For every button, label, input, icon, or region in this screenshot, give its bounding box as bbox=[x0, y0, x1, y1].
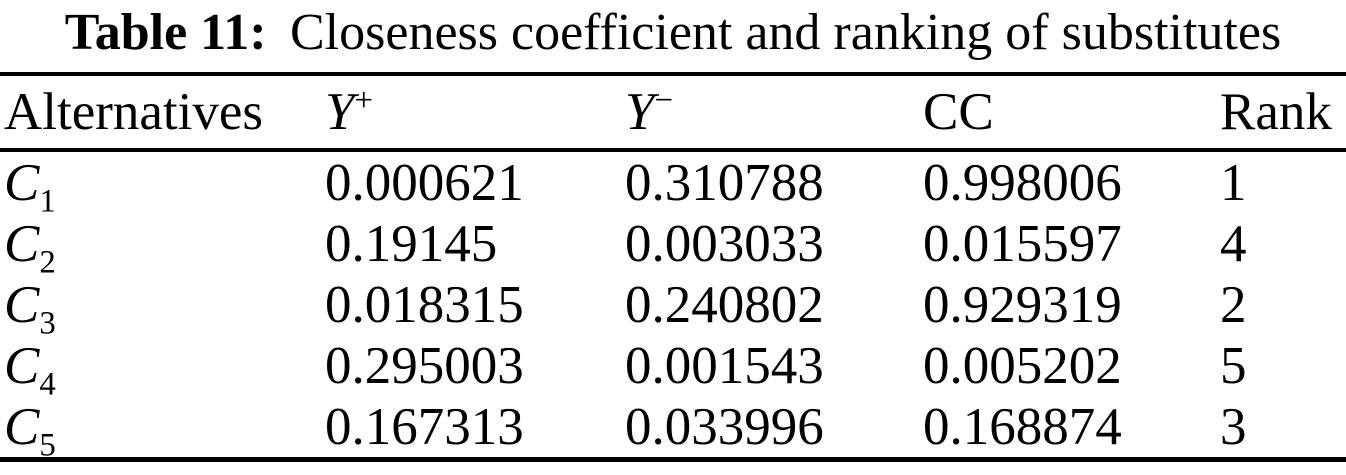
y-minus-symbol: Y bbox=[625, 83, 655, 141]
cell-alternative: C5 bbox=[0, 396, 325, 460]
table-row: C3 0.018315 0.240802 0.929319 2 bbox=[0, 274, 1346, 336]
cell-y-plus: 0.167313 bbox=[325, 397, 524, 456]
table-body: C1 0.000621 0.310788 0.998006 1 C2 0.191… bbox=[0, 150, 1346, 460]
cell-alternative: C1 bbox=[0, 150, 325, 214]
cell-alternative: C4 bbox=[0, 335, 325, 397]
cell-y-minus: 0.003033 bbox=[625, 214, 824, 273]
alternative-symbol: C bbox=[4, 397, 40, 456]
col-header-rank: Rank bbox=[1220, 74, 1346, 150]
y-plus-superscript: + bbox=[354, 82, 374, 119]
table-caption-label: Table 11: bbox=[64, 4, 267, 61]
col-header-y-plus: Y+ bbox=[325, 74, 625, 150]
cell-alternative: C3 bbox=[0, 274, 325, 336]
cell-cc: 0.998006 bbox=[923, 153, 1122, 212]
cell-y-minus: 0.033996 bbox=[625, 397, 824, 456]
cell-rank: 1 bbox=[1220, 153, 1247, 212]
table-row: C5 0.167313 0.033996 0.168874 3 bbox=[0, 396, 1346, 460]
col-header-rank-label: Rank bbox=[1220, 83, 1332, 141]
table-caption-text: Closeness coefficient and ranking of sub… bbox=[290, 4, 1282, 61]
cell-rank: 4 bbox=[1220, 214, 1247, 273]
y-plus-symbol: Y bbox=[325, 83, 355, 141]
cell-cc: 0.168874 bbox=[923, 397, 1122, 456]
cell-y-plus: 0.000621 bbox=[325, 153, 524, 212]
alternative-subscript: 4 bbox=[39, 366, 56, 396]
cell-y-plus: 0.018315 bbox=[325, 275, 524, 334]
table-row: C4 0.295003 0.001543 0.005202 5 bbox=[0, 335, 1346, 397]
alternative-subscript: 3 bbox=[39, 305, 56, 335]
alternative-symbol: C bbox=[4, 214, 40, 273]
col-header-cc: CC bbox=[923, 74, 1220, 150]
cell-y-plus: 0.295003 bbox=[325, 336, 524, 395]
alternative-subscript: 2 bbox=[39, 244, 56, 274]
alternative-symbol: C bbox=[4, 336, 40, 395]
cell-y-plus: 0.19145 bbox=[325, 214, 498, 273]
header-row: Alternatives Y+ Y− CC Rank bbox=[0, 74, 1346, 150]
table-caption: Table 11: Closeness coefficient and ranki… bbox=[0, 0, 1346, 66]
col-header-alternatives: Alternatives bbox=[0, 74, 325, 150]
cell-cc: 0.015597 bbox=[923, 214, 1122, 273]
y-minus-superscript: − bbox=[654, 82, 674, 119]
col-header-y-minus: Y− bbox=[625, 74, 923, 150]
table-header: Alternatives Y+ Y− CC Rank bbox=[0, 74, 1346, 150]
alternative-subscript: 5 bbox=[39, 427, 56, 460]
cell-y-minus: 0.240802 bbox=[625, 275, 824, 334]
cell-rank: 5 bbox=[1220, 336, 1247, 395]
alternative-symbol: C bbox=[4, 275, 40, 334]
alternative-subscript: 1 bbox=[39, 183, 56, 213]
alternative-symbol: C bbox=[4, 153, 40, 212]
cell-alternative: C2 bbox=[0, 213, 325, 275]
cell-cc: 0.005202 bbox=[923, 336, 1122, 395]
cell-rank: 2 bbox=[1220, 275, 1247, 334]
col-header-alternatives-label: Alternatives bbox=[4, 83, 264, 141]
cell-y-minus: 0.001543 bbox=[625, 336, 824, 395]
cell-y-minus: 0.310788 bbox=[625, 153, 824, 212]
cell-cc: 0.929319 bbox=[923, 275, 1122, 334]
col-header-cc-label: CC bbox=[923, 83, 994, 141]
cell-rank: 3 bbox=[1220, 397, 1247, 456]
table-row: C2 0.19145 0.003033 0.015597 4 bbox=[0, 213, 1346, 275]
table-row: C1 0.000621 0.310788 0.998006 1 bbox=[0, 150, 1346, 214]
results-table: Alternatives Y+ Y− CC Rank C1 0.000621 0… bbox=[0, 72, 1346, 462]
